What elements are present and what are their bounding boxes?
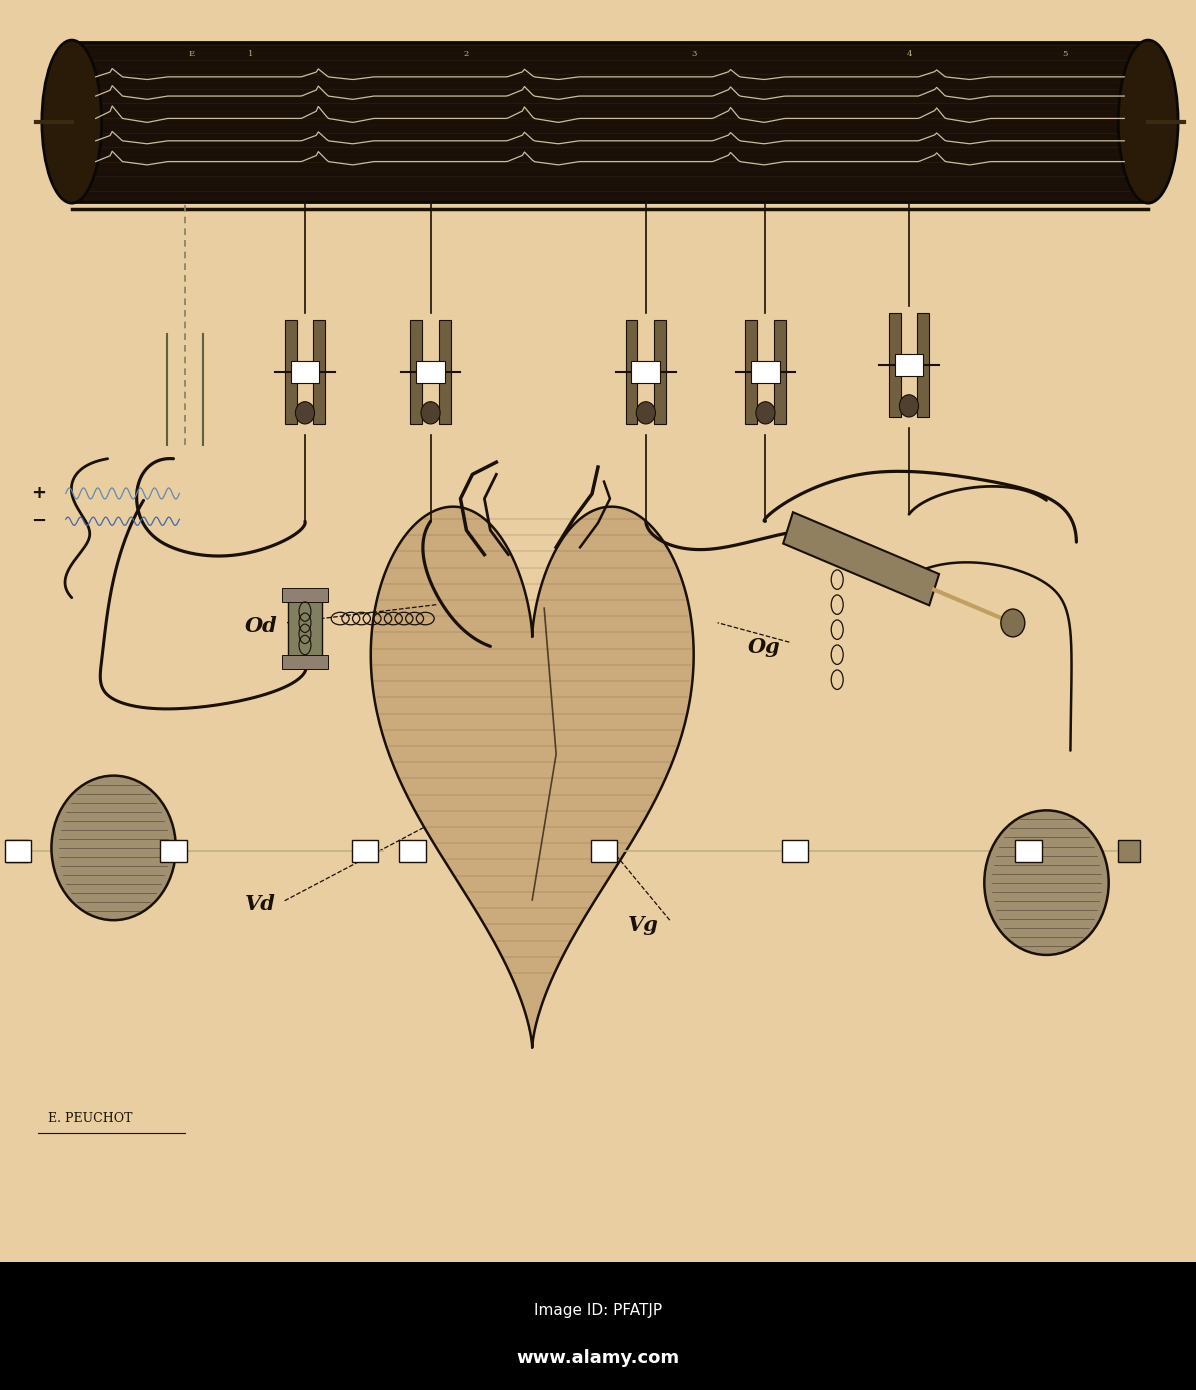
Circle shape bbox=[1001, 609, 1025, 637]
Circle shape bbox=[899, 395, 919, 417]
Bar bbox=[439, 320, 451, 424]
Bar bbox=[352, 840, 378, 862]
Polygon shape bbox=[371, 507, 694, 1048]
Bar bbox=[774, 320, 786, 424]
Text: −: − bbox=[31, 513, 45, 530]
Bar bbox=[410, 320, 422, 424]
Circle shape bbox=[984, 810, 1109, 955]
Bar bbox=[631, 361, 660, 384]
Circle shape bbox=[51, 776, 176, 920]
Bar bbox=[416, 361, 445, 384]
Bar bbox=[313, 320, 325, 424]
Text: 5: 5 bbox=[1062, 50, 1067, 58]
Text: Og: Og bbox=[748, 637, 780, 657]
Text: Od: Od bbox=[245, 616, 277, 637]
Text: 1: 1 bbox=[249, 50, 254, 58]
Text: 2: 2 bbox=[464, 50, 469, 58]
Bar bbox=[889, 313, 901, 417]
Ellipse shape bbox=[42, 40, 102, 203]
Bar bbox=[282, 588, 328, 602]
Ellipse shape bbox=[1118, 40, 1178, 203]
Bar bbox=[745, 320, 757, 424]
Bar bbox=[654, 320, 666, 424]
Text: Image ID: PFATJP: Image ID: PFATJP bbox=[533, 1304, 663, 1318]
Bar bbox=[399, 840, 426, 862]
Circle shape bbox=[421, 402, 440, 424]
Circle shape bbox=[295, 402, 315, 424]
Text: E. PEUCHOT: E. PEUCHOT bbox=[48, 1112, 133, 1126]
Bar bbox=[291, 361, 319, 384]
Bar bbox=[1015, 840, 1042, 862]
Text: +: + bbox=[31, 485, 45, 502]
Text: Vd: Vd bbox=[245, 894, 276, 915]
Text: alamy: alamy bbox=[825, 65, 1041, 129]
Circle shape bbox=[756, 402, 775, 424]
Bar bbox=[751, 361, 780, 384]
Bar bbox=[626, 320, 637, 424]
Bar bbox=[782, 840, 808, 862]
Text: Vg: Vg bbox=[628, 915, 659, 935]
Circle shape bbox=[636, 402, 655, 424]
Bar bbox=[285, 320, 297, 424]
Bar bbox=[160, 840, 187, 862]
Polygon shape bbox=[783, 512, 939, 606]
Bar bbox=[6, 840, 28, 862]
Bar bbox=[0, 1262, 1196, 1390]
Text: 3: 3 bbox=[691, 50, 696, 58]
Bar bbox=[72, 42, 1148, 202]
Text: www.alamy.com: www.alamy.com bbox=[517, 1350, 679, 1366]
Bar bbox=[288, 595, 322, 662]
Text: 4: 4 bbox=[907, 50, 911, 58]
Bar bbox=[895, 354, 923, 377]
Bar bbox=[591, 840, 617, 862]
Bar bbox=[1118, 840, 1140, 862]
Text: E: E bbox=[188, 50, 195, 58]
Bar bbox=[5, 840, 31, 862]
Bar bbox=[917, 313, 929, 417]
Bar bbox=[282, 655, 328, 669]
